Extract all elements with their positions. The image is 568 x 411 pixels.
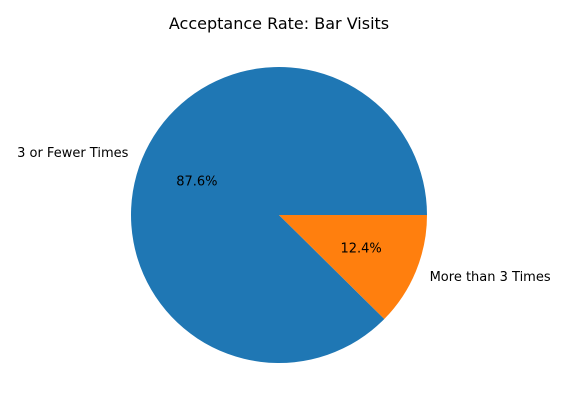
pie-slice-2 xyxy=(279,215,427,319)
pie-labels: 87.6% 3 or Fewer Times 12.4% More than 3 Ti… xyxy=(17,146,551,285)
slice-percent-label-2: 12.4% xyxy=(340,242,381,257)
pie-slices xyxy=(130,67,427,363)
slice-percent-label-1: 87.6% xyxy=(176,174,217,189)
slice-category-label-1: 3 or Fewer Times xyxy=(17,146,129,161)
pie-slice-1 xyxy=(130,67,427,363)
chart-title: Acceptance Rate: Bar Visits xyxy=(169,14,389,33)
slice-category-label-2: More than 3 Times xyxy=(430,270,551,285)
